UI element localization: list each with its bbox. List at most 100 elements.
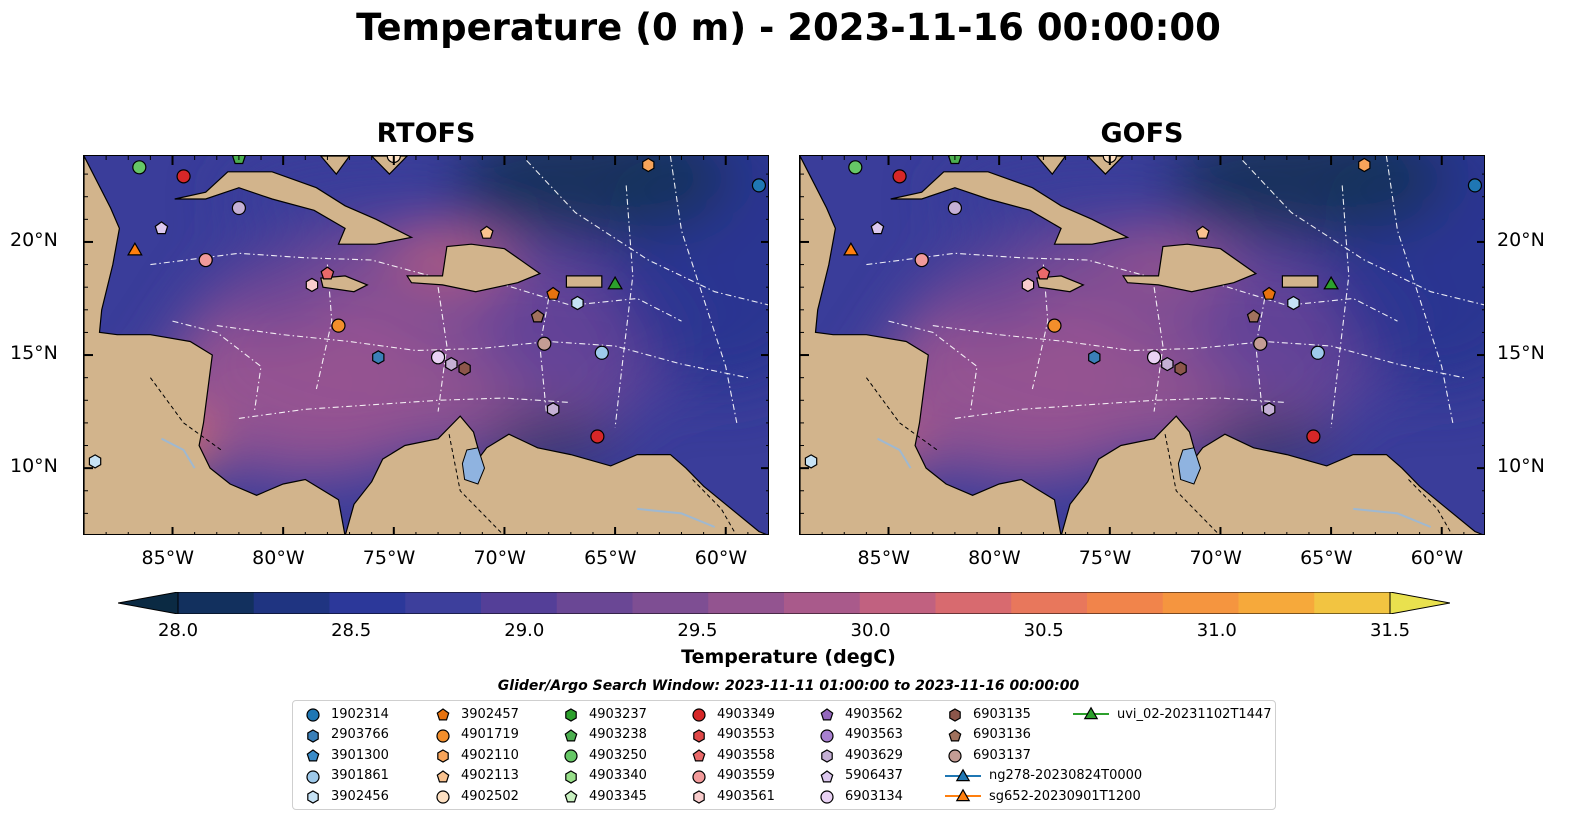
observation-marker-0-11: [305, 277, 319, 293]
legend-marker-icon: [437, 749, 449, 763]
colorbar-segment: [481, 592, 558, 614]
legend-marker: [821, 749, 833, 763]
legend-label: 4903561: [717, 788, 775, 804]
observation-marker-0-13: [479, 225, 494, 239]
observation-marker-0-21: [458, 361, 471, 376]
colorbar-segment: [329, 592, 406, 614]
legend-marker-icon: [948, 749, 962, 763]
legend-marker: [565, 708, 577, 722]
lon-tick-label: 60°W: [694, 547, 748, 569]
legend-item: 2903766: [303, 725, 389, 745]
legend-item: uvi_02-20231102T1447: [1073, 704, 1271, 724]
legend-item: 4903561: [689, 786, 775, 806]
legend-label: 5906437: [845, 768, 903, 783]
legend-marker: [564, 728, 578, 741]
observation-marker-1-15: [1287, 295, 1300, 311]
legend-marker-icon: [692, 749, 706, 762]
colorbar-segment: [1314, 592, 1391, 614]
observation-marker-0-24: [546, 402, 560, 417]
observation-marker-1-23: [1310, 345, 1325, 360]
legend-marker-icon: [565, 769, 577, 784]
legend-marker-icon: [693, 728, 705, 743]
legend-label: ng278-20230824T0000: [989, 768, 1143, 783]
observation-marker-0-4: [642, 157, 655, 173]
colorbar-segment: [784, 592, 861, 614]
observation-marker-0-0: [132, 160, 147, 175]
legend-marker-icon: [1073, 706, 1109, 720]
lon-tick-label: 80°W: [252, 547, 305, 569]
legend-item: 3902456: [303, 786, 389, 806]
colorbar-segment: [859, 592, 936, 614]
legend-marker-icon: [436, 708, 450, 721]
observation-marker-1-4: [1358, 157, 1371, 173]
legend-item: sg652-20230901T1200: [945, 786, 1141, 806]
observation-marker-1-1: [892, 169, 907, 184]
colorbar-tick-label: 28.0: [157, 620, 199, 641]
legend-marker-icon: [564, 728, 578, 741]
legend-label: 4903553: [717, 727, 775, 742]
legend-label: 4903558: [717, 747, 775, 763]
lon-tick-label: 70°W: [1189, 547, 1242, 569]
observation-marker-1-24: [1262, 402, 1276, 417]
observation-marker-1-11: [1021, 277, 1035, 293]
legend-marker: [948, 749, 962, 763]
legend-marker-icon: [564, 790, 578, 803]
legend-label: 4903629: [845, 747, 903, 763]
panel-title-gofs: GOFS: [1100, 118, 1184, 149]
legend-item: 4903349: [689, 704, 775, 724]
legend-label: 6903134: [845, 788, 903, 804]
legend-item: 4903629: [817, 745, 903, 765]
legend-item: 4903558: [689, 745, 775, 765]
legend-label: 4903345: [589, 788, 647, 804]
map-panel-gofs: [799, 155, 1485, 535]
legend-label: 4903563: [845, 727, 903, 742]
observation-marker-1-0: [848, 160, 863, 175]
legend-marker: [955, 768, 971, 781]
observation-marker-0-5: [751, 178, 767, 193]
legend-marker-icon: [820, 769, 834, 782]
legend-label: 4903349: [717, 706, 775, 722]
legend-label: 4903237: [589, 706, 647, 722]
legend-marker-icon: [693, 790, 705, 804]
figure-title: Temperature (0 m) - 2023-11-16 00:00:00: [356, 6, 1221, 49]
colorbar-segment: [1011, 592, 1088, 614]
observation-marker-0-15: [571, 295, 584, 311]
observation-marker-0-18: [372, 350, 385, 365]
colorbar-segment: [253, 592, 330, 614]
legend-item: 6903137: [945, 745, 1031, 765]
lat-tick-label-left: 15°N: [10, 342, 58, 365]
legend-marker-icon: [307, 728, 319, 743]
lon-tick-label: 85°W: [857, 547, 910, 569]
legend-marker: [307, 728, 319, 743]
legend-item: 4903237: [561, 704, 647, 724]
legend-marker: [955, 788, 971, 802]
legend-marker: [307, 790, 319, 804]
observation-marker-1-10: [1036, 266, 1051, 280]
observation-marker-0-9: [198, 252, 213, 268]
legend-item: 4903562: [817, 704, 903, 724]
legend-marker: [306, 749, 320, 762]
legend-marker: [692, 708, 706, 722]
legend-label: 6903135: [973, 706, 1031, 722]
legend-marker-icon: [820, 728, 834, 743]
legend-label: 2903766: [331, 727, 389, 742]
legend-label: 6903137: [973, 747, 1031, 763]
legend-marker-icon: [692, 708, 706, 722]
legend-marker-icon: [948, 728, 962, 741]
legend-item: 3901300: [303, 745, 389, 765]
legend-marker: [436, 769, 450, 782]
legend: 1902314 2903766 3901300 3901861 3902456 39024…: [292, 700, 1276, 810]
legend-marker-icon: [306, 749, 320, 762]
observation-marker-1-6: [843, 242, 859, 256]
legend-label: 4902502: [461, 788, 519, 804]
lat-tick-label-right: 15°N: [1497, 342, 1545, 365]
colorbar-tick-label: 30.5: [1023, 620, 1064, 641]
panel-title-rtofs: RTOFS: [376, 118, 476, 149]
legend-item: 6903134: [817, 786, 903, 806]
lat-tick-label-right: 10°N: [1497, 455, 1545, 478]
observation-marker-1-5: [1467, 178, 1483, 193]
observation-marker-0-6: [127, 242, 143, 256]
legend-item: 4903559: [689, 766, 775, 786]
colorbar-segment: [935, 592, 1012, 614]
observation-marker-1-18: [1088, 350, 1101, 365]
